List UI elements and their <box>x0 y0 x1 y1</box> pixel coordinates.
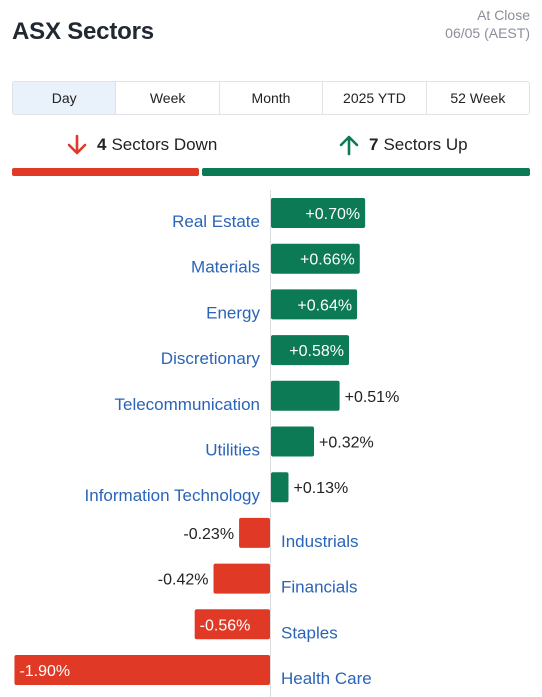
bar-materials[interactable] <box>271 243 360 274</box>
value-label-energy: +0.64% <box>297 297 352 314</box>
bar-information-technology[interactable] <box>271 472 289 503</box>
sectors-down-text: Sectors Down <box>111 135 218 154</box>
bar-utilities[interactable] <box>271 426 315 457</box>
value-label-discretionary: +0.58% <box>289 343 344 360</box>
arrow-down-icon <box>67 134 87 155</box>
value-label-materials: +0.66% <box>300 252 355 269</box>
arrow-up-icon <box>339 135 359 156</box>
category-label-telecommunication[interactable]: Telecommunication <box>114 395 260 414</box>
tab-52-week[interactable]: 52 Week <box>425 82 529 114</box>
zero-axis-line <box>270 190 271 697</box>
category-label-information-technology[interactable]: Information Technology <box>85 486 261 505</box>
bar-discretionary[interactable] <box>271 335 350 366</box>
sectors-up-count: 7 <box>369 135 379 154</box>
as-of-date: 06/05 (AEST) <box>445 25 530 41</box>
bar-financials[interactable] <box>213 563 270 594</box>
sector-summary: 4 Sectors Down 7 Sectors Up <box>12 130 530 178</box>
value-label-telecommunication: +0.51% <box>345 389 400 406</box>
value-label-utilities: +0.32% <box>319 435 374 452</box>
tab-day[interactable]: Day <box>13 82 116 114</box>
category-label-real-estate[interactable]: Real Estate <box>172 212 260 231</box>
bar-staples[interactable] <box>194 609 270 640</box>
value-label-health-care: -1.90% <box>19 663 70 680</box>
bar-energy[interactable] <box>271 289 358 320</box>
as-of-label: At Close <box>477 7 530 23</box>
tab-week[interactable]: Week <box>115 82 219 114</box>
value-label-staples: -0.56% <box>200 617 251 634</box>
category-label-health-care[interactable]: Health Care <box>281 669 372 688</box>
tab-ytd[interactable]: 2025 YTD <box>322 82 426 114</box>
sectors-down-summary: 4 Sectors Down <box>66 134 217 156</box>
category-label-industrials[interactable]: Industrials <box>281 532 358 551</box>
value-label-information-technology: +0.13% <box>293 480 348 497</box>
as-of-timestamp: At Close 06/05 (AEST) <box>445 6 530 42</box>
sectors-up-summary: 7 Sectors Up <box>338 134 468 156</box>
tab-month[interactable]: Month <box>218 82 323 114</box>
value-label-financials: -0.42% <box>158 572 209 589</box>
sector-bar-chart: Real Estate +0.70% Materials +0.66% Energy +0… <box>0 190 542 697</box>
value-label-industrials: -0.23% <box>183 526 234 543</box>
sectors-up-bar <box>202 168 530 176</box>
category-label-materials[interactable]: Materials <box>191 258 260 277</box>
category-label-staples[interactable]: Staples <box>281 623 338 642</box>
category-label-utilities[interactable]: Utilities <box>205 441 260 460</box>
sectors-down-bar <box>12 168 199 176</box>
category-label-financials[interactable]: Financials <box>281 578 358 597</box>
sectors-up-text: Sectors Up <box>383 135 468 154</box>
chart-canvas: Real Estate +0.70% Materials +0.66% Energy +0… <box>14 198 400 688</box>
bar-real-estate[interactable] <box>271 198 366 228</box>
category-label-discretionary[interactable]: Discretionary <box>161 349 261 368</box>
bar-health-care[interactable] <box>14 655 271 685</box>
category-label-energy[interactable]: Energy <box>206 303 260 322</box>
value-label-real-estate: +0.70% <box>305 206 360 223</box>
bar-telecommunication[interactable] <box>271 380 340 411</box>
page-title: ASX Sectors <box>12 18 154 45</box>
period-tabs: Day Week Month 2025 YTD 52 Week <box>12 81 530 115</box>
sectors-down-count: 4 <box>97 135 107 154</box>
bar-industrials[interactable] <box>239 517 270 548</box>
header: ASX Sectors At Close 06/05 (AEST) <box>12 0 530 60</box>
